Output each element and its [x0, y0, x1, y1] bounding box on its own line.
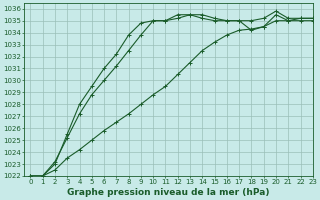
X-axis label: Graphe pression niveau de la mer (hPa): Graphe pression niveau de la mer (hPa) [67, 188, 270, 197]
